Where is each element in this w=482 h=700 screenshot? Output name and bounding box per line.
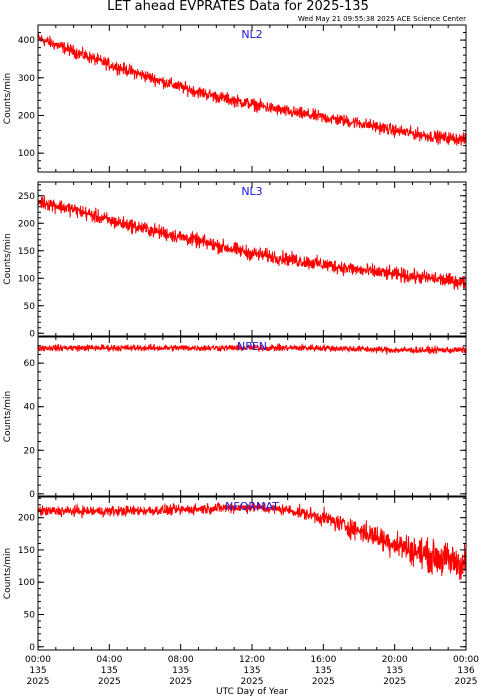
series-label: NPEN [237, 340, 267, 353]
series-line-nl2 [37, 33, 467, 146]
plot-frame [37, 181, 467, 337]
y-tick-label: 0 [29, 490, 35, 500]
x-tick-label: 136 [457, 666, 474, 676]
x-tick-label: 2025 [27, 677, 50, 687]
series-line-npen [37, 342, 467, 356]
x-tick-label: 08:00 [168, 655, 194, 665]
y-tick-label: 100 [18, 149, 35, 159]
chart-title: LET ahead EVPRATES Data for 2025-135 [107, 0, 369, 14]
y-tick-label: 150 [18, 247, 35, 257]
x-tick-label: 2025 [312, 677, 335, 687]
x-tick-label: 00:00 [453, 655, 479, 665]
x-axis-label: UTC Day of Year [216, 687, 288, 697]
x-tick-label: 2025 [383, 677, 406, 687]
x-tick-label: 135 [315, 666, 332, 676]
series-line-nformat [37, 501, 467, 580]
y-tick-label: 0 [29, 643, 35, 653]
x-tick-label: 16:00 [310, 655, 336, 665]
x-tick-label: 2025 [455, 677, 478, 687]
y-axis-label: Counts/min [3, 548, 13, 599]
x-tick-label: 135 [29, 666, 46, 676]
plot-frame [37, 24, 467, 173]
x-tick-label: 135 [243, 666, 260, 676]
panel-nl3: 0 50 100 150 200 250 Counts/min NL3 [3, 181, 467, 339]
panels: 100200300400Counts/minNL2050100150200250… [3, 24, 479, 687]
y-tick-label: 400 [18, 36, 35, 46]
x-tick-label: 2025 [98, 677, 121, 687]
timestamp-stamp: Wed May 21 09:55:38 2025 ACE Science Cen… [298, 15, 466, 23]
x-tick-label: 12:00 [239, 655, 265, 665]
x-tick-label: 04:00 [96, 655, 122, 665]
plot-frame [37, 336, 467, 497]
series-line-nl3 [37, 195, 467, 290]
y-tick-label: 50 [24, 610, 36, 620]
panel-nl2: 100 200 300 400 Counts/min NL2 [3, 24, 467, 173]
y-tick-label: 50 [24, 302, 36, 312]
x-tick-label: 00:00 [25, 655, 51, 665]
series-label: NL2 [241, 28, 262, 41]
y-tick-label: 100 [18, 274, 35, 284]
panel-nformat: 0 50 100 150 200 Counts/min NFORMAT [3, 496, 467, 653]
series-label: NL3 [241, 185, 262, 198]
y-tick-label: 40 [24, 403, 36, 413]
series-label: NFORMAT [225, 500, 279, 513]
y-axis-label: Counts/min [3, 73, 13, 124]
x-tick-label: 2025 [169, 677, 192, 687]
y-tick-label: 0 [29, 329, 35, 339]
y-tick-label: 150 [18, 546, 35, 556]
x-tick-label: 20:00 [382, 655, 408, 665]
panel-npen: 0 20 40 60 Counts/min NPEN [3, 336, 467, 500]
y-tick-label: 200 [18, 111, 35, 121]
y-tick-label: 300 [18, 74, 35, 84]
y-tick-label: 200 [18, 514, 35, 524]
x-tick-label: 135 [386, 666, 403, 676]
y-tick-label: 200 [18, 219, 35, 229]
x-tick-label: 135 [101, 666, 118, 676]
y-tick-label: 20 [24, 446, 36, 456]
x-tick-label: 135 [172, 666, 189, 676]
y-tick-label: 60 [24, 359, 36, 369]
y-axis-label: Counts/min [3, 233, 13, 284]
y-tick-label: 100 [18, 578, 35, 588]
x-tick-label: 2025 [241, 677, 264, 687]
y-tick-label: 250 [18, 192, 35, 202]
plot-frame [37, 496, 467, 651]
y-axis-label: Counts/min [3, 391, 13, 442]
